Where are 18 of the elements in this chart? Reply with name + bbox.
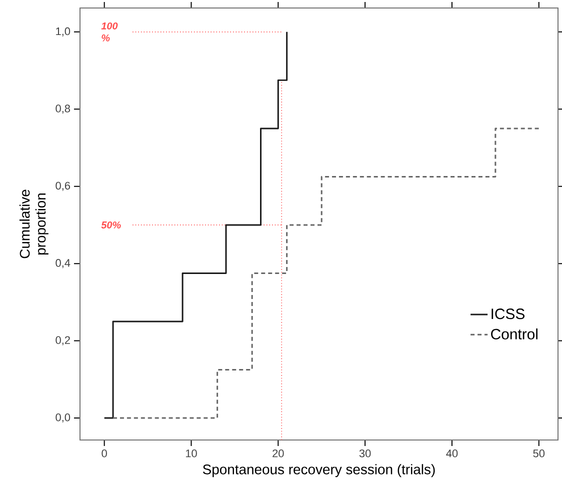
x-tick-label: 50 [533,450,545,458]
x-tick-label: 30 [359,450,371,458]
x-axis-title: Spontaneous recovery session (trials) [202,464,435,478]
y-tick-label: 1,0 [56,27,70,36]
x-tick-label: 0 [102,450,107,458]
y-tick-label: 0,4 [56,259,70,268]
y-tick-label: 0,2 [56,336,70,346]
y-tick-label: 0,0 [56,413,70,423]
y-tick-label: 0,6 [56,182,70,191]
x-tick-label: 40 [446,450,458,458]
legend-label: Control [491,328,538,340]
x-tick-label: 10 [186,450,197,458]
legend-label: ICSS [492,308,524,320]
ref-line-label: 50% [101,221,121,228]
y-axis-title: Cumulative proportion [19,190,48,258]
x-tick-label: 20 [272,450,284,458]
ref-line-label: 100 % [101,22,118,42]
y-tick-label: 0,8 [56,104,70,114]
